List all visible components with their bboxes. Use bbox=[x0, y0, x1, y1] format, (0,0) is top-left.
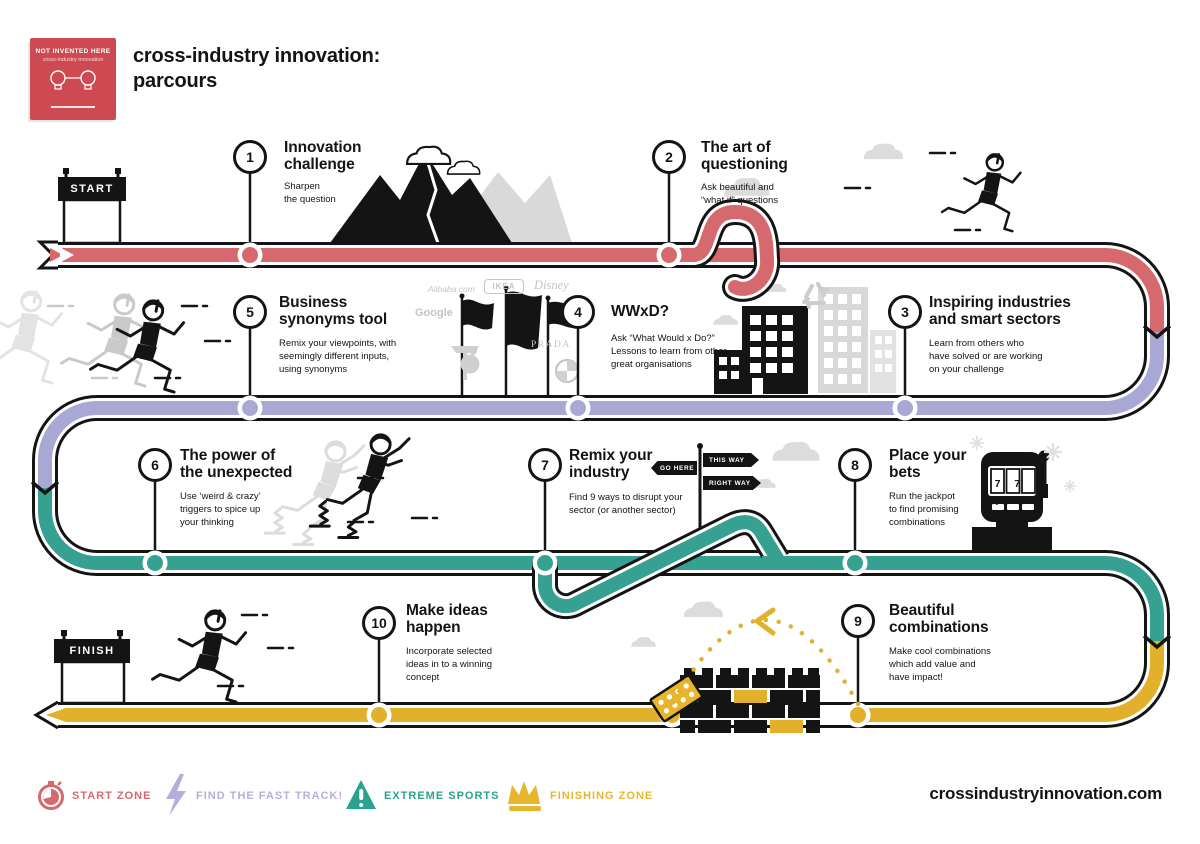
station-5-title: Business synonyms tool bbox=[279, 294, 388, 329]
flags-illustration bbox=[459, 285, 586, 395]
google-logo: Google bbox=[415, 307, 453, 319]
book-subtitle: cross-industry innovation bbox=[42, 57, 104, 63]
crown-icon bbox=[508, 781, 541, 811]
brick-wall-illustration bbox=[649, 607, 861, 733]
lightning-icon bbox=[166, 774, 186, 816]
bmw-logo bbox=[554, 358, 580, 384]
station-8-desc: Run the jackpot to find promising combin… bbox=[889, 491, 959, 529]
station-7-desc: Find 9 ways to disrupt your sector (or a… bbox=[569, 492, 683, 517]
stopwatch-icon bbox=[38, 781, 64, 810]
station-5-number: 5 bbox=[233, 295, 267, 329]
station-9-number: 9 bbox=[841, 604, 875, 638]
station-2-desc: Ask beautiful and “what if” questions bbox=[701, 182, 779, 207]
book-authors-line bbox=[51, 106, 95, 108]
apple-logo bbox=[460, 346, 480, 374]
signpost-this-way: THIS WAY bbox=[703, 453, 759, 467]
track-start-end bbox=[36, 240, 74, 270]
station-dots bbox=[142, 242, 918, 728]
track-leg4-yellow bbox=[858, 641, 1164, 722]
station-10-number: 10 bbox=[362, 606, 396, 640]
station-4-desc: Ask “What Would x Do?” Lessons to learn … bbox=[611, 333, 727, 371]
track-leg1-red bbox=[62, 248, 1164, 332]
legend-start-zone: START ZONE bbox=[72, 790, 152, 802]
station-6-title: The power of the unexpected bbox=[180, 447, 293, 482]
prada-logo: PRADA bbox=[531, 340, 571, 350]
station-10-title: Make ideas happen bbox=[406, 602, 488, 637]
station-8-number: 8 bbox=[838, 448, 872, 482]
station-3-title: Inspiring industries and smart sectors bbox=[929, 294, 1071, 329]
track-finish-end bbox=[33, 700, 66, 730]
book-cover: NOT INVENTED HERE cross-industry innovat… bbox=[30, 38, 116, 120]
yellow-brick bbox=[734, 690, 767, 703]
station-7-number: 7 bbox=[528, 448, 562, 482]
yellow-brick bbox=[770, 720, 803, 733]
warning-triangle-icon bbox=[346, 780, 376, 809]
legend-finishing-zone: FINISHING ZONE bbox=[550, 790, 654, 802]
website-link[interactable]: crossindustryinnovation.com bbox=[929, 784, 1162, 803]
station-4-number: 4 bbox=[561, 295, 595, 329]
station-3-number: 3 bbox=[888, 295, 922, 329]
station-connectors bbox=[153, 170, 907, 715]
page-title: cross-industry innovation: parcours bbox=[133, 45, 381, 92]
station-9-desc: Make cool combinations which add value a… bbox=[889, 646, 991, 684]
reel-1: 7 bbox=[994, 478, 1001, 490]
buildings-illustration bbox=[714, 287, 896, 394]
track-loop bbox=[657, 198, 780, 302]
alibaba-logo: Alibaba.com bbox=[428, 284, 475, 294]
station-3-desc: Learn from others who have solved or are… bbox=[929, 338, 1043, 376]
legend-extreme-sports: EXTREME SPORTS bbox=[384, 790, 500, 802]
reel-2: 7 bbox=[1014, 478, 1021, 490]
station-2-title: The art of questioning bbox=[701, 139, 788, 174]
fast-track bbox=[532, 509, 792, 620]
runners-illustration-left bbox=[0, 290, 232, 394]
finish-banner: FINISH bbox=[54, 639, 130, 663]
runner-illustration-finish bbox=[151, 609, 295, 704]
lightbulbs-icon bbox=[50, 70, 96, 90]
station-1-title: Innovation challenge bbox=[284, 139, 362, 174]
station-7-title: Remix your industry bbox=[569, 447, 653, 482]
recycle-icon bbox=[802, 282, 829, 309]
station-5-desc: Remix your viewpoints, with seemingly di… bbox=[279, 338, 397, 376]
runner-illustration-top-right bbox=[843, 151, 1022, 233]
reel-3: 7 bbox=[994, 496, 1001, 508]
mountains-illustration bbox=[330, 145, 572, 244]
station-6-number: 6 bbox=[138, 448, 172, 482]
station-9-title: Beautiful combinations bbox=[889, 602, 989, 637]
station-8-title: Place your bets bbox=[889, 447, 967, 482]
station-10-desc: Incorporate selected ideas in to a winni… bbox=[406, 646, 493, 684]
station-4-title: WWxD? bbox=[611, 303, 670, 320]
station-6-desc: Use ‘weird & crazy’ triggers to spice up… bbox=[180, 491, 261, 529]
signpost-right-way: RIGHT WAY bbox=[703, 476, 761, 490]
start-banner: START bbox=[58, 177, 126, 201]
track-leg2-purple bbox=[38, 332, 1164, 488]
disney-logo: Disney bbox=[534, 278, 569, 292]
legend-fast-track: FIND THE FAST TRACK! bbox=[196, 790, 344, 802]
station-1-desc: Sharpen the question bbox=[284, 181, 336, 206]
jump-arc-arrow-icon bbox=[754, 607, 776, 636]
signpost-go-here: GO HERE bbox=[651, 461, 697, 475]
book-title: NOT INVENTED HERE bbox=[35, 48, 111, 55]
ikea-logo: IKEA bbox=[484, 279, 524, 294]
transition-chevrons bbox=[30, 324, 1172, 650]
station-1-number: 1 bbox=[233, 140, 267, 174]
jump-arc bbox=[669, 617, 861, 707]
slot-machine-reels: 7 7 7 bbox=[991, 474, 1037, 510]
signpost-pole bbox=[697, 443, 703, 540]
station-2-number: 2 bbox=[652, 140, 686, 174]
track bbox=[30, 170, 1172, 730]
track-leg3-teal bbox=[38, 488, 1164, 641]
